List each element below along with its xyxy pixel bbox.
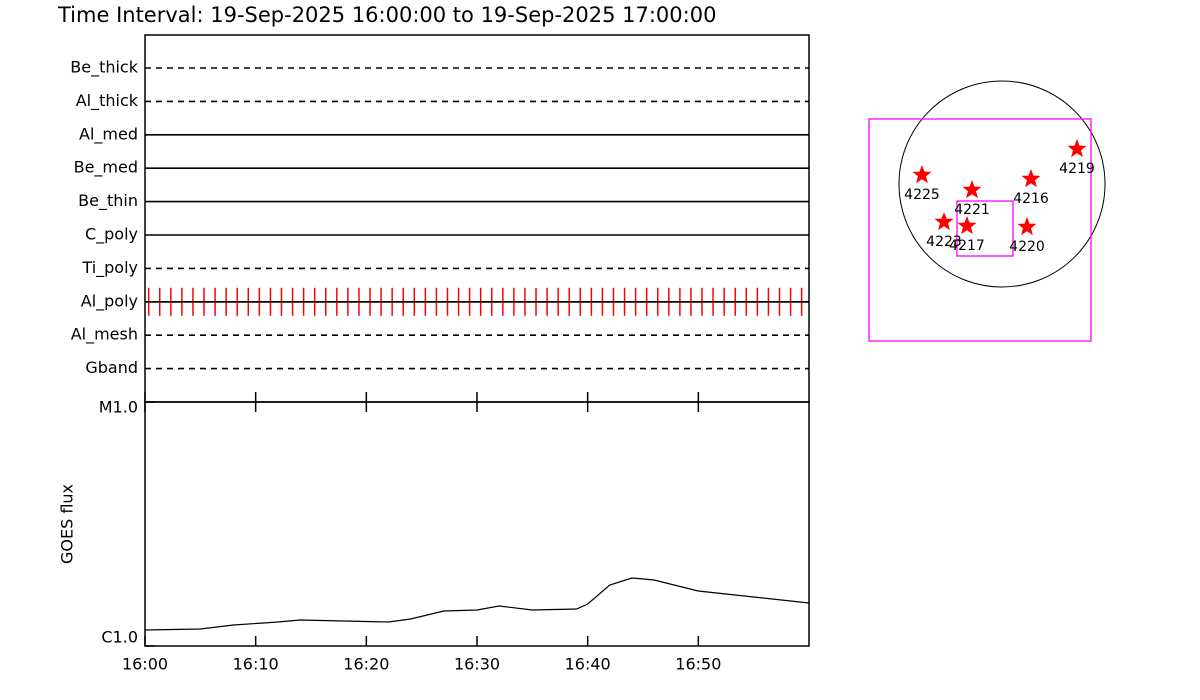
filter-label: C_poly: [85, 225, 138, 245]
y-tick-label: C1.0: [101, 628, 138, 647]
x-tick-label: 16:20: [343, 655, 389, 674]
filter-label: Al_thick: [76, 91, 139, 111]
filter-label: Al_poly: [81, 291, 138, 311]
filter-label: Al_mesh: [71, 325, 138, 345]
region-star: [1021, 169, 1041, 188]
top-panel-frame: [144, 34, 810, 403]
field-of-view: [868, 118, 1092, 342]
filter-label: Ti_poly: [81, 258, 138, 278]
field-of-view-small: [956, 200, 1014, 257]
filter-label: Gband: [85, 358, 138, 377]
region-label: 4220: [1009, 239, 1045, 255]
goes-curve: [144, 577, 810, 631]
region-label: 4221: [954, 202, 990, 218]
region-star: [1017, 217, 1037, 236]
chart-title: Time Interval: 19-Sep-2025 16:00:00 to 1…: [57, 3, 716, 27]
region-star: [957, 216, 977, 235]
sun-disk: [898, 80, 1106, 288]
region-label: 4216: [1013, 191, 1049, 207]
region-label: 4217: [949, 238, 985, 254]
region-label: 4219: [1059, 161, 1095, 177]
filter-label: Be_med: [74, 158, 138, 178]
x-tick-label: 16:40: [565, 655, 611, 674]
region-label: 4225: [904, 187, 940, 203]
x-tick-label: 16:30: [454, 655, 500, 674]
x-tick-label: 16:10: [233, 655, 279, 674]
x-tick-label: 16:00: [122, 655, 168, 674]
region-label: 4223: [926, 234, 962, 250]
region-star: [962, 180, 982, 199]
y-tick-label: M1.0: [99, 398, 138, 417]
filter-label: Be_thick: [70, 58, 138, 78]
region-star: [912, 165, 932, 184]
y-axis-label: GOES flux: [58, 484, 77, 564]
region-star: [1067, 139, 1087, 158]
region-star: [934, 212, 954, 231]
x-tick-label: 16:50: [675, 655, 721, 674]
filter-label: Al_med: [79, 124, 138, 144]
filter-label: Be_thin: [78, 191, 138, 211]
